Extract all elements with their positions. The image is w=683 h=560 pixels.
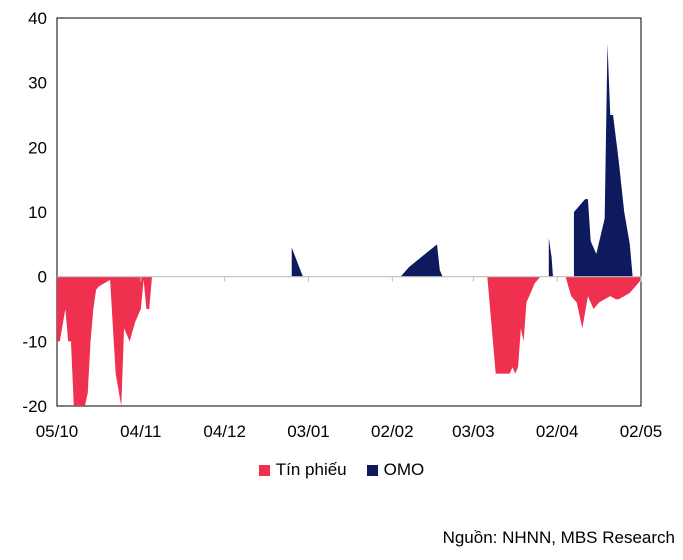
y-tick-label: 40 — [28, 9, 47, 28]
y-tick-label: 20 — [28, 138, 47, 157]
y-tick-label: 30 — [28, 74, 47, 93]
x-tick-label: 04/12 — [203, 422, 246, 441]
y-tick-labels: -20 -10 0 10 20 30 40 — [22, 9, 47, 416]
y-tick-label: -10 — [22, 332, 47, 351]
legend-swatch-tin-phieu — [258, 464, 270, 476]
source-note: Nguồn: NHNN, MBS Research — [442, 528, 675, 547]
x-tick-labels: 05/10 04/11 04/12 03/01 02/02 03/03 02/04 02/05 — [36, 422, 663, 441]
legend-swatch-omo — [366, 464, 378, 476]
x-tick-label: 02/02 — [371, 422, 414, 441]
series-areas — [57, 43, 641, 406]
legend-label-tin-phieu: Tín phiếu — [275, 460, 347, 479]
plot-border — [56, 17, 642, 407]
y-tick-label: 0 — [38, 268, 47, 287]
x-tick-label: 05/10 — [36, 422, 79, 441]
plot-frame — [56, 17, 642, 407]
x-tick-label: 02/04 — [536, 422, 579, 441]
series-area-omo — [57, 43, 641, 277]
y-tick-label: -20 — [22, 397, 47, 416]
x-tick-label: 03/03 — [452, 422, 495, 441]
legend-item-tin-phieu: Tín phiếu — [258, 460, 347, 480]
series-area-tin-phieu — [57, 276, 641, 406]
legend-item-omo: OMO — [366, 460, 425, 480]
legend: Tín phiếu OMO — [0, 458, 683, 482]
axes — [57, 276, 642, 282]
legend-label-omo: OMO — [383, 460, 425, 479]
x-tick-label: 02/05 — [620, 422, 663, 441]
y-tick-label: 10 — [28, 203, 47, 222]
x-tick-label: 03/01 — [287, 422, 330, 441]
x-tick-label: 04/11 — [120, 422, 161, 441]
